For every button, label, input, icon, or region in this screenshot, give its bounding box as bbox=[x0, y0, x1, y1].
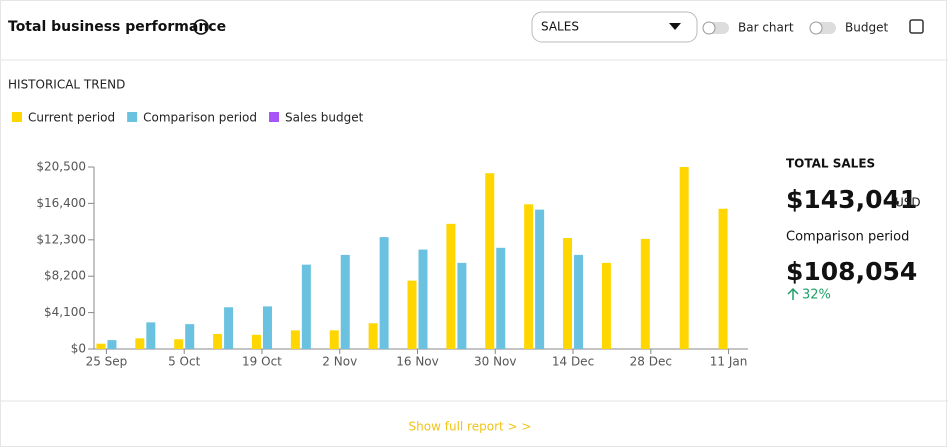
toggle-knob bbox=[702, 21, 716, 35]
bar bbox=[524, 204, 534, 349]
x-tick-label: 25 Sep bbox=[86, 355, 128, 369]
legend-swatch bbox=[12, 112, 22, 122]
y-tick-label: $8,200 bbox=[44, 269, 86, 283]
legend-swatch bbox=[127, 112, 138, 122]
bar bbox=[174, 339, 184, 349]
x-tick-label: 5 Oct bbox=[168, 355, 200, 369]
bar bbox=[457, 262, 467, 349]
x-tick-label: 16 Nov bbox=[396, 355, 439, 369]
change: 32% bbox=[802, 288, 831, 303]
print-icon[interactable] bbox=[909, 19, 924, 34]
toggle-knob bbox=[809, 21, 823, 35]
bar bbox=[496, 247, 506, 349]
y-tick-label: $4,100 bbox=[44, 305, 86, 319]
bar bbox=[96, 343, 106, 349]
bar bbox=[563, 238, 573, 349]
bar bbox=[368, 323, 378, 349]
legend-label: Comparison period bbox=[143, 111, 257, 125]
toggle-label: Bar chart bbox=[738, 21, 794, 35]
bar bbox=[146, 322, 156, 349]
bar bbox=[329, 330, 339, 349]
x-tick-label: 30 Nov bbox=[474, 355, 517, 369]
x-tick-label: 2 Nov bbox=[322, 355, 357, 369]
currency: USD bbox=[895, 196, 921, 210]
legend-swatch bbox=[269, 112, 280, 122]
bar bbox=[107, 340, 117, 349]
y-tick-label: $12,300 bbox=[36, 232, 86, 246]
x-tick-label: 19 Oct bbox=[242, 355, 282, 369]
y-tick-label: $16,400 bbox=[36, 196, 86, 210]
y-tick-label: $0 bbox=[71, 342, 86, 356]
x-tick-label: 11 Jan bbox=[710, 355, 748, 369]
bar bbox=[485, 173, 495, 349]
bar bbox=[185, 324, 195, 349]
x-tick-label: 28 Dec bbox=[630, 355, 672, 369]
bar bbox=[418, 249, 428, 349]
legend-label: Sales budget bbox=[285, 111, 364, 125]
title: Total business performance bbox=[8, 19, 226, 35]
bar bbox=[574, 254, 584, 349]
bar bbox=[679, 167, 689, 349]
info-i: i bbox=[199, 23, 202, 34]
toggle-label: Budget bbox=[845, 21, 888, 35]
comparison-value: $108,054 bbox=[786, 257, 917, 286]
dropdown-value: SALES bbox=[541, 20, 579, 34]
bar bbox=[379, 237, 389, 349]
bar bbox=[640, 238, 650, 349]
bar bbox=[407, 280, 417, 349]
bar bbox=[290, 330, 300, 349]
show-report-link[interactable]: Show full report > > bbox=[409, 420, 532, 434]
total-value: $143,041 bbox=[786, 185, 917, 214]
bar bbox=[601, 262, 611, 349]
legend-label: Current period bbox=[28, 111, 115, 125]
x-tick-label: 14 Dec bbox=[552, 355, 594, 369]
info-icon[interactable] bbox=[193, 19, 209, 35]
bar bbox=[262, 306, 272, 349]
dropdown[interactable] bbox=[531, 11, 698, 43]
bar bbox=[535, 209, 545, 349]
comparison-label: Comparison period bbox=[786, 230, 909, 245]
bar bbox=[213, 333, 223, 349]
dropdown-arrow bbox=[669, 23, 681, 30]
bar bbox=[301, 264, 311, 349]
up-arrow bbox=[787, 287, 799, 300]
total-label: TOTAL SALES bbox=[786, 157, 875, 171]
bar bbox=[135, 338, 145, 349]
section-title: HISTORICAL TREND bbox=[8, 78, 125, 92]
bar bbox=[224, 307, 234, 349]
bar bbox=[340, 254, 350, 349]
y-tick-label: $20,500 bbox=[36, 160, 86, 174]
bar bbox=[251, 334, 261, 349]
bar bbox=[446, 223, 456, 349]
bar bbox=[718, 208, 728, 349]
